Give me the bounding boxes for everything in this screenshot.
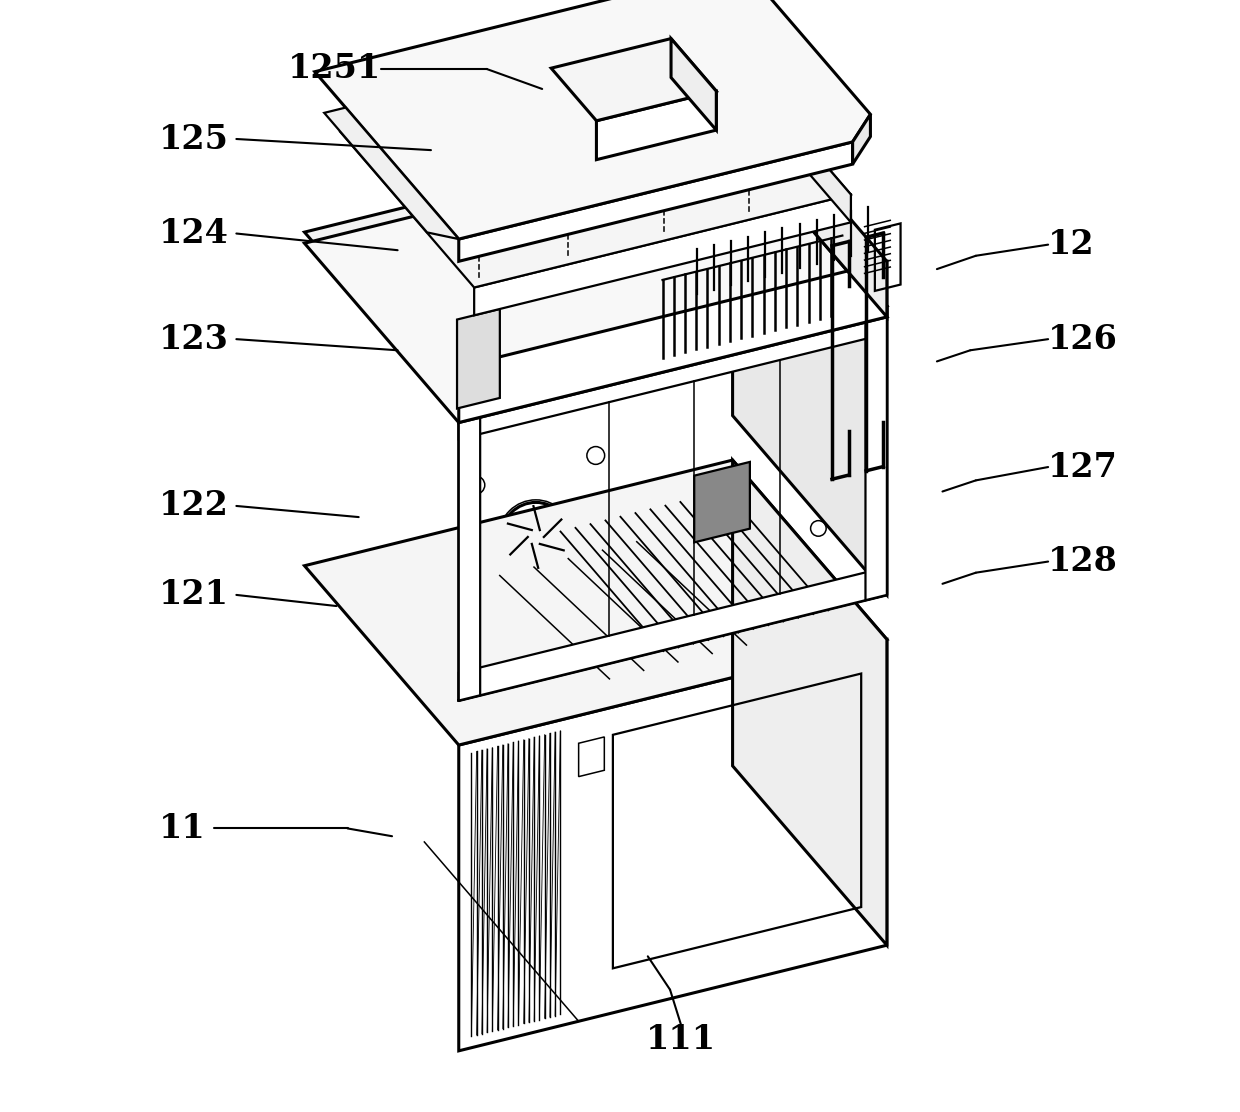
Polygon shape (459, 406, 480, 701)
Polygon shape (459, 306, 887, 439)
Polygon shape (459, 639, 887, 1051)
Polygon shape (305, 460, 887, 745)
Polygon shape (305, 138, 887, 423)
Text: 122: 122 (159, 489, 228, 523)
Polygon shape (324, 108, 459, 239)
Polygon shape (341, 39, 851, 288)
Text: 12: 12 (1048, 228, 1095, 261)
Polygon shape (474, 195, 851, 316)
Polygon shape (596, 91, 717, 160)
Polygon shape (853, 115, 870, 165)
Polygon shape (733, 127, 887, 595)
Polygon shape (315, 0, 870, 239)
Polygon shape (551, 39, 717, 121)
Polygon shape (717, 39, 851, 222)
Bar (699, 119, 744, 158)
Circle shape (661, 71, 687, 98)
Circle shape (479, 151, 506, 179)
Text: 125: 125 (159, 122, 228, 156)
Bar (595, 69, 656, 119)
Polygon shape (694, 461, 750, 543)
Polygon shape (459, 261, 887, 423)
Text: 121: 121 (159, 578, 228, 612)
Text: 128: 128 (1048, 545, 1118, 578)
Polygon shape (459, 142, 853, 261)
Text: 111: 111 (646, 1023, 717, 1056)
Polygon shape (671, 39, 717, 130)
Polygon shape (866, 306, 887, 600)
Text: 123: 123 (159, 322, 228, 356)
Polygon shape (305, 127, 887, 411)
Circle shape (590, 91, 613, 113)
Ellipse shape (808, 400, 844, 418)
Polygon shape (733, 82, 887, 317)
Circle shape (557, 93, 596, 133)
Circle shape (487, 83, 513, 110)
Polygon shape (459, 567, 887, 701)
Text: 127: 127 (1048, 450, 1118, 484)
Polygon shape (458, 309, 500, 408)
Text: 124: 124 (159, 217, 228, 250)
Text: 1251: 1251 (288, 52, 381, 86)
Text: 126: 126 (1048, 322, 1118, 356)
Circle shape (632, 80, 655, 102)
Circle shape (525, 126, 551, 152)
Polygon shape (733, 460, 887, 945)
Text: 11: 11 (159, 812, 206, 845)
